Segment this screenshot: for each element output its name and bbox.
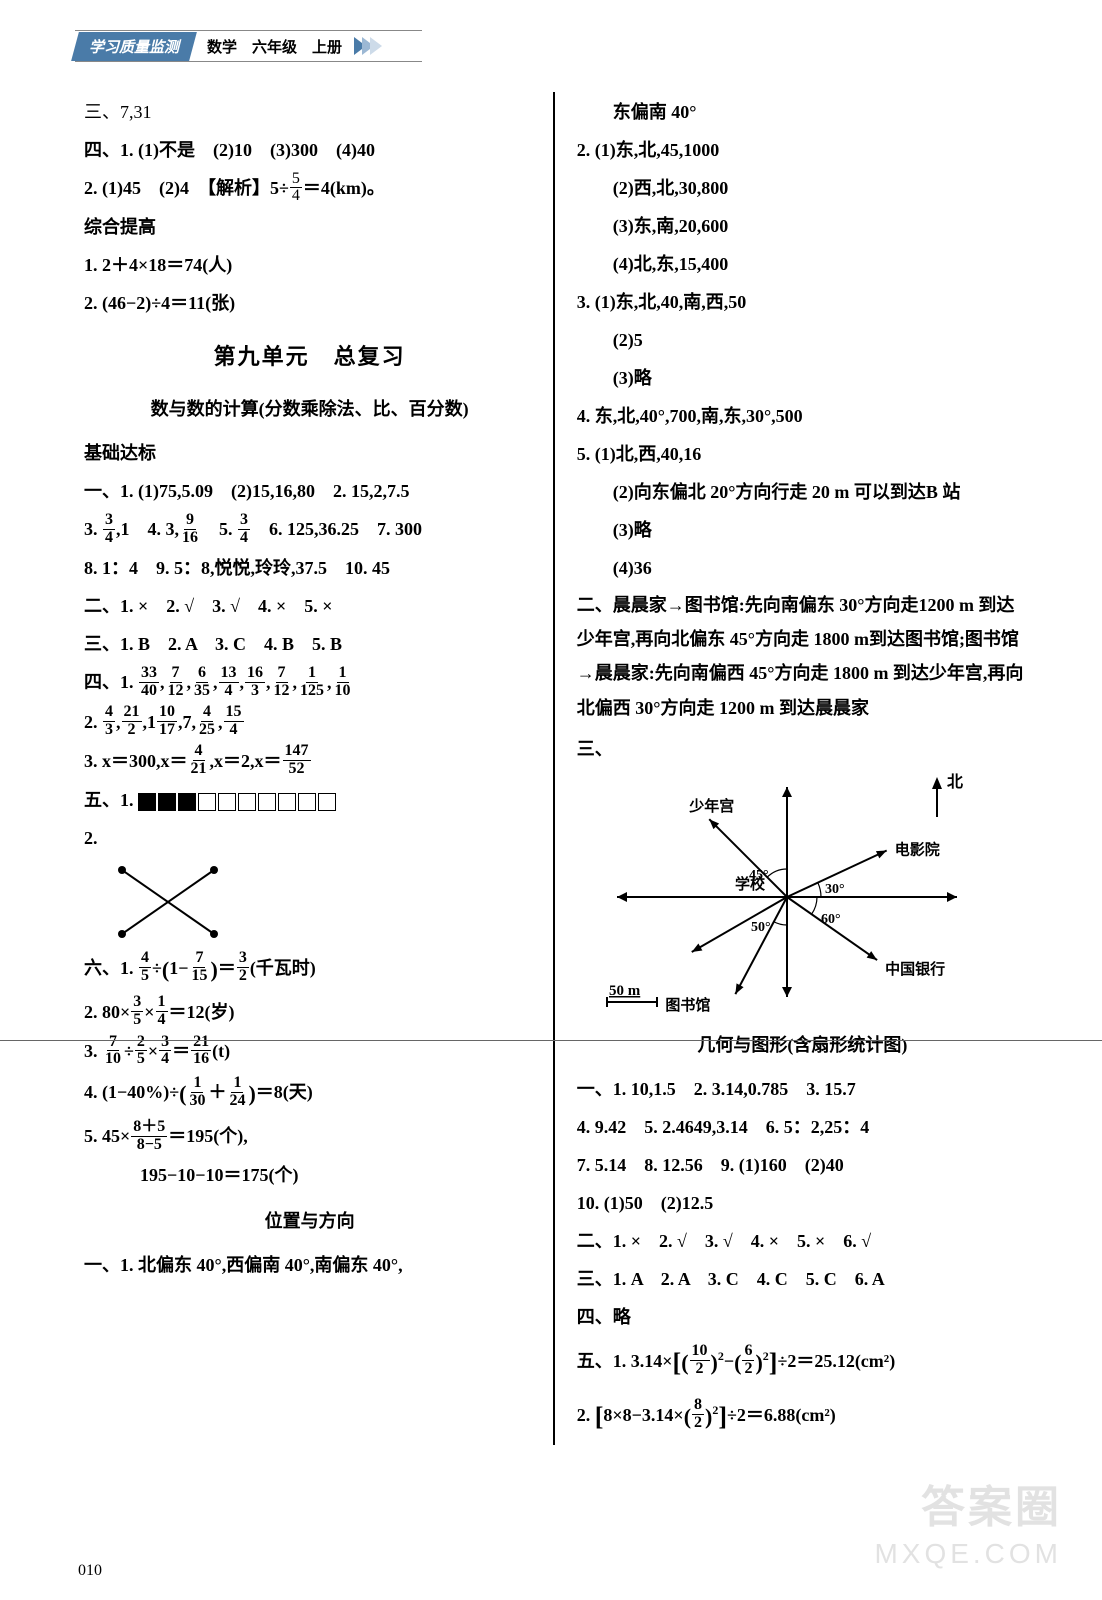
compass-svg: 北少年宫电影院中国银行图书馆45°30°60°50°学校50 m [577,767,997,1017]
svg-text:60°: 60° [821,912,841,927]
svg-text:学校: 学校 [735,875,766,893]
heading: 综合提高 [84,209,535,245]
svg-text:北: 北 [947,773,963,791]
page-header: 学习质量监测 数学 六年级 上册 [0,30,1102,62]
text-line: 四、1. (1)不是 (2)10 (3)300 (4)40 [84,132,535,168]
text: 6. 125,36.25 7. 300 [251,519,422,539]
text-line: (3)略 [577,360,1028,396]
cross-diagram [114,862,224,942]
text: ＝4(km)。 [303,178,385,198]
compass-diagram: 三、 北少年宫电影院中国银行图书馆45°30°60°50°学校50 m [577,731,1028,1017]
square-row [138,793,336,811]
text: 2. (1)45 (2)4 【解析】5÷ [84,178,289,198]
svg-text:50 m: 50 m [609,983,641,999]
text-line: 8. 1：4 9. 5：8,悦悦,玲玲,37.5 10. 45 [84,550,535,586]
right-column: 东偏南 40° 2. (1)东,北,45,1000 (2)西,北,30,800 … [555,92,1042,1445]
text-line: (4)36 [577,550,1028,586]
svg-text:中国银行: 中国银行 [885,960,945,978]
header-badge-text: 学习质量监测 [89,36,179,57]
text: 2. [84,828,98,848]
text-line: 3. 710÷25×34＝2116(t) [84,1033,535,1070]
text: 3. x＝300,x＝ [84,751,188,771]
left-column: 三、7,31 四、1. (1)不是 (2)10 (3)300 (4)40 2. … [70,92,553,1445]
text-line: 东偏南 40° [577,94,1028,130]
svg-text:图书馆: 图书馆 [665,996,710,1014]
text-line: 5. 45×8＋58−5＝195(个), [84,1118,535,1155]
text-line: 3. 34,1 4. 3,916 5. 34 6. 125,36.25 7. 3… [84,511,535,548]
watermark-sub: MXQE.COM [874,1538,1062,1570]
text: ,x＝2,x＝ [210,751,282,771]
text-line: 2. [8×8−3.14×(82)2]÷2＝6.88(cm²) [577,1391,1028,1443]
text-line: 7. 5.14 8. 12.56 9. (1)160 (2)40 [577,1147,1028,1183]
text-line: (3)略 [577,512,1028,548]
text-line: 二、1. × 2. √ 3. √ 4. × 5. × [84,588,535,624]
text-line: 3. x＝300,x＝421,x＝2,x＝14752 [84,743,535,780]
text-line: 一、1. 北偏东 40°,西偏南 40°,南偏东 40°, [84,1247,535,1283]
text-line: 一、1. 10,1.5 2. 3.14,0.785 3. 15.7 [577,1071,1028,1107]
svg-text:少年宫: 少年宫 [688,797,734,815]
text-line: 六、1. 45÷(1−715)＝32(千瓦时) [84,948,535,992]
heading: 基础达标 [84,435,535,471]
text-line: (2)西,北,30,800 [577,170,1028,206]
text-line: 1. 2＋4×18＝74(人) [84,247,535,283]
text-line: 一、1. (1)75,5.09 (2)15,16,80 2. 15,2,7.5 [84,473,535,509]
text: 三、 [577,739,613,759]
text-line: 三、1. B 2. A 3. C 4. B 5. B [84,626,535,662]
page-number: 010 [78,1562,102,1580]
text-line: 三、7,31 [84,94,535,130]
svg-text:30°: 30° [825,882,845,897]
unit-title: 第九单元 总复习 [84,335,535,379]
text: 五、1. [84,790,138,810]
fraction: 54 [290,171,302,206]
text-paragraph: 二、晨晨家→图书馆:先向南偏东 30°方向走1200 m 到达少年宫,再向北偏东… [577,588,1028,725]
text-line: 4. 东,北,40°,700,南,东,30°,500 [577,398,1028,434]
text-line: 五、1. 3.14×[(102)2−(62)2]÷2＝25.12(cm²) [577,1337,1028,1389]
text-line: (2)5 [577,322,1028,358]
text-line: 4. (1−40%)÷(130＋124)＝8(天) [84,1072,535,1116]
text-line: (4)北,东,15,400 [577,246,1028,282]
watermark-main: 答案圈 [921,1471,1062,1535]
text-line: 2. 80×35×14＝12(岁) [84,994,535,1031]
text-line: 2. (1)45 (2)4 【解析】5÷54＝4(km)。 [84,170,535,207]
text-line: 5. (1)北,西,40,16 [577,436,1028,472]
text-line: 四、1. 3340,712,635,134,163,712,1125,110 [84,664,535,701]
text-line: 二、1. × 2. √ 3. √ 4. × 5. × 6. √ [577,1223,1028,1259]
text-line: (2)向东偏北 20°方向行走 20 m 可以到达B 站 [577,474,1028,510]
text-line: 4. 9.42 5. 2.4649,3.14 6. 5：2,25：4 [577,1109,1028,1145]
header-rule-top [75,30,422,31]
sub-title: 几何与图形(含扇形统计图) [577,1027,1028,1063]
header-badge: 学习质量监测 [71,32,197,61]
text-line: 3. (1)东,北,40,南,西,50 [577,284,1028,320]
text-line: 2. (1)东,北,45,1000 [577,132,1028,168]
sub-title: 数与数的计算(分数乘除法、比、百分数) [84,391,535,427]
text: ,1 4. 3, [116,519,179,539]
text-line: 2. 43,212,11017,7,425,154 [84,704,535,741]
text-line: 195−10−10＝175(个) [84,1157,535,1193]
svg-text:电影院: 电影院 [894,840,939,858]
header-rule-bot [75,61,422,62]
text-line: 五、1. [84,782,535,818]
sub-title: 位置与方向 [84,1203,535,1239]
text-line: 2. (46−2)÷4＝11(张) [84,285,535,321]
text-line: (3)东,南,20,600 [577,208,1028,244]
text: 3. [84,519,102,539]
svg-text:50°: 50° [751,920,771,935]
text-line: 10. (1)50 (2)12.5 [577,1185,1028,1221]
content-columns: 三、7,31 四、1. (1)不是 (2)10 (3)300 (4)40 2. … [0,92,1102,1445]
chevron-icon [358,37,382,55]
text-line: 2. [84,820,535,856]
text: 5. [201,519,237,539]
text-line: 三、1. A 2. A 3. C 4. C 5. C 6. A [577,1261,1028,1297]
text-line: 四、略 [577,1299,1028,1335]
header-subject: 数学 六年级 上册 [207,36,342,57]
